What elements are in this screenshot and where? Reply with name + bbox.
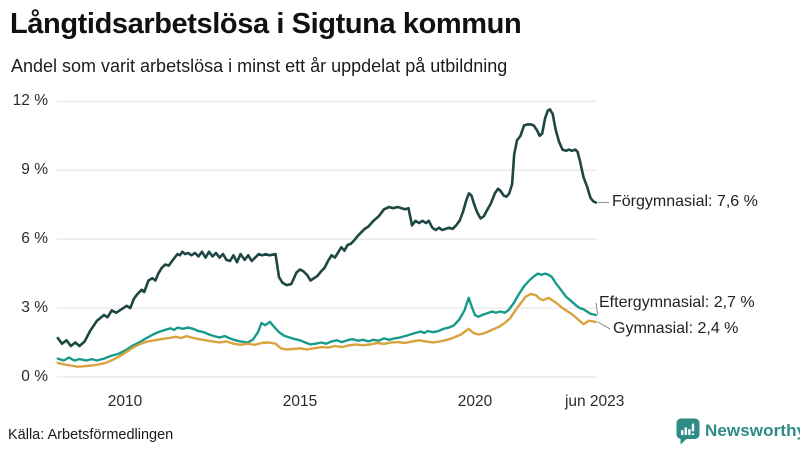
y-tick-label: 9 % <box>21 161 48 179</box>
x-tick-label: 2010 <box>107 393 143 410</box>
y-tick-label: 12 % <box>12 92 48 110</box>
newsworthy-icon <box>676 418 700 444</box>
end-label-gymnasial: Gymnasial: 2,4 % <box>613 319 739 337</box>
source-note: Källa: Arbetsförmedlingen <box>8 427 174 443</box>
y-tick-label: 3 % <box>21 299 48 317</box>
brand-name: Newsworthy <box>705 421 800 440</box>
series-line-eftergymnasial <box>56 272 597 362</box>
chart-subtitle: Andel som varit arbetslösa i minst ett å… <box>11 56 508 76</box>
leader-line-eftergymnasial <box>595 302 599 316</box>
y-tick-label: 6 % <box>21 230 48 248</box>
x-tick-label: 2015 <box>282 393 318 410</box>
leader-line-gymnasial <box>597 321 611 330</box>
x-tick-label: jun 2023 <box>564 393 625 410</box>
page-title: Långtidsarbetslösa i Sigtuna kommun <box>10 8 522 40</box>
end-label-forgymnasial: Förgymnasial: 7,6 % <box>612 193 758 211</box>
series-line-forgymnasial <box>56 108 598 348</box>
end-label-eftergymnasial: Eftergymnasial: 2,7 % <box>599 293 755 311</box>
x-tick-label: 2020 <box>457 393 493 410</box>
y-tick-label: 0 % <box>21 368 48 385</box>
series-line-gymnasial <box>56 292 597 368</box>
brand-logo[interactable]: Newsworthy <box>676 417 800 445</box>
